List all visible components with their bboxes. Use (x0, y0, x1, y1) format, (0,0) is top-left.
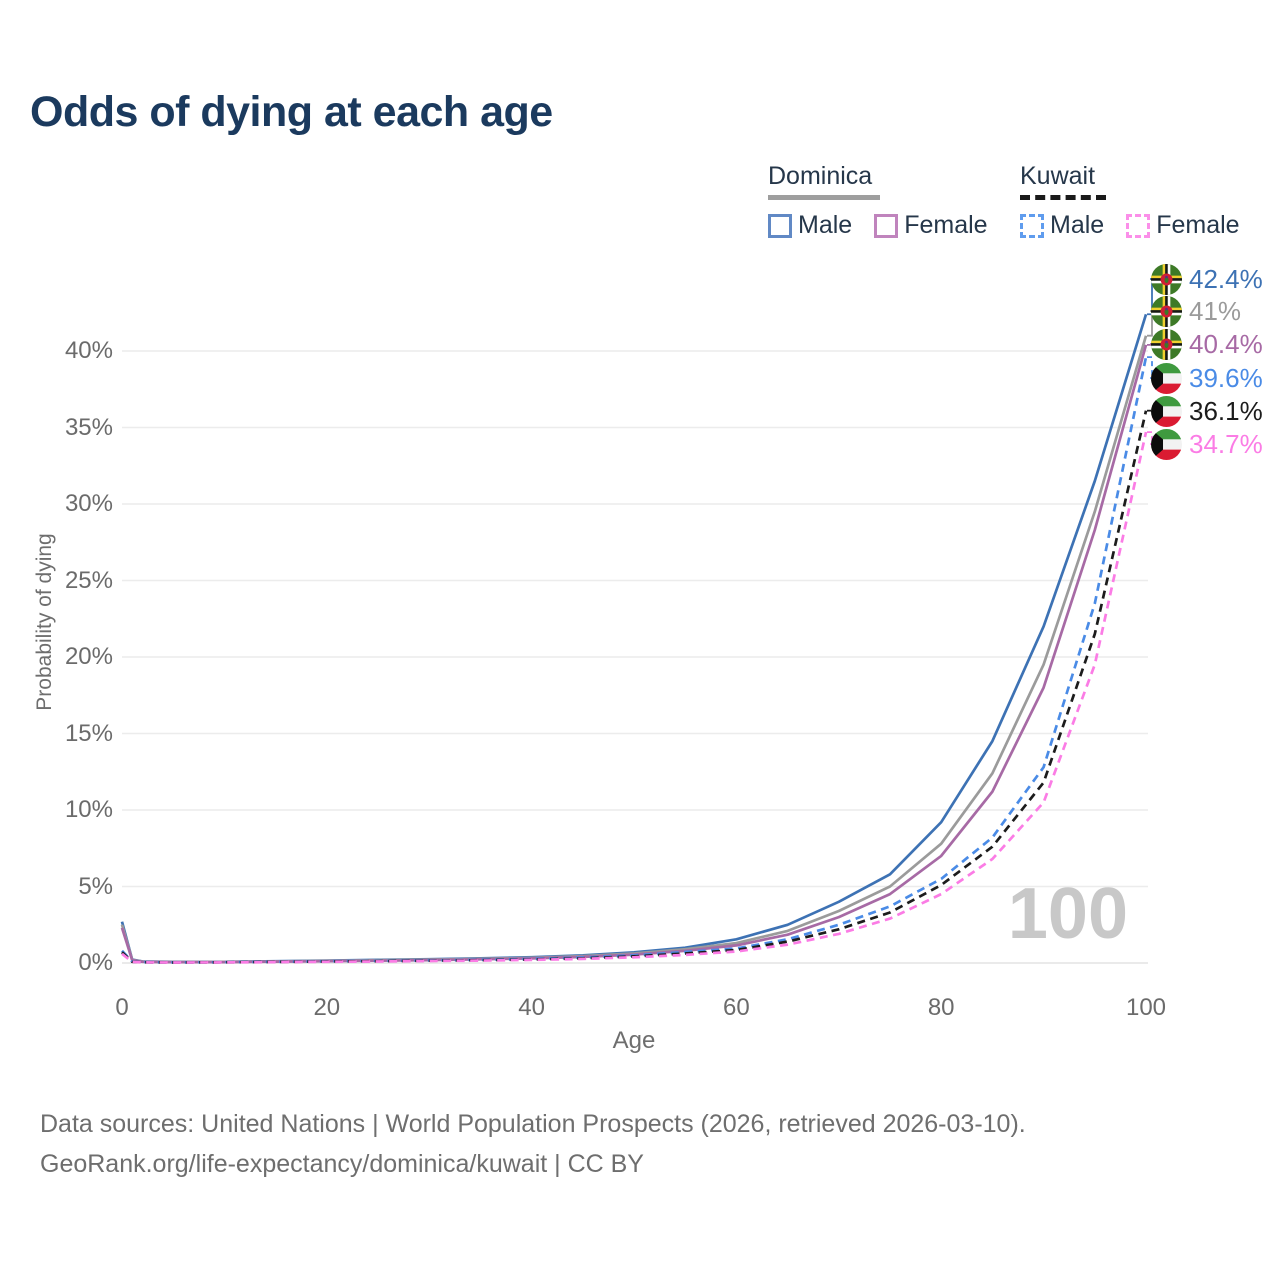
legend-item-kuwait-female[interactable]: Female (1156, 211, 1240, 239)
dominica-flag-icon (1151, 328, 1182, 360)
y-tick-40pct: 40% (64, 337, 113, 364)
x-tick-100: 100 (1125, 994, 1167, 1021)
y-tick-15pct: 15% (64, 719, 113, 747)
page-title: Odds of dying at each age (30, 88, 553, 136)
legend-country-label: Dominica (768, 162, 873, 190)
y-tick-30pct: 30% (64, 490, 113, 517)
leader-line-kuwait-female (1147, 431, 1153, 445)
dominica-flag-icon (1151, 263, 1182, 295)
legend-country-dominica[interactable]: Dominica (768, 162, 1010, 200)
x-tick-80: 80 (927, 994, 955, 1021)
leader-line-kuwait-male (1147, 356, 1153, 379)
end-label-kuwait-female: 34.7% (1151, 427, 1263, 461)
legend-swatch-kuwait-female[interactable] (1126, 213, 1151, 238)
end-label-value: 39.6% (1189, 362, 1263, 393)
end-label-kuwait-male: 39.6% (1151, 361, 1263, 395)
legend-item-dominica-male[interactable]: Male (798, 211, 853, 239)
series-line-dominica-both[interactable] (120, 335, 1148, 964)
legend-swatch-dominica-female[interactable] (874, 213, 899, 238)
dominica-flag-icon (1151, 295, 1182, 327)
end-label-dominica-both: 41% (1151, 294, 1241, 328)
dominica-line-style-sample (768, 195, 880, 200)
y-tick-35pct: 35% (64, 413, 113, 441)
data-sources-text: Data sources: United Nations | World Pop… (40, 1110, 1026, 1138)
x-tick-40: 40 (518, 994, 545, 1021)
legend-group-kuwait: Kuwait Male Female (1020, 162, 1262, 240)
kuwait-flag-icon (1151, 428, 1182, 460)
legend-swatch-dominica-male[interactable] (768, 213, 792, 238)
kuwait-line-style-sample (1020, 195, 1106, 200)
x-axis-title: Age (612, 1027, 656, 1054)
end-label-dominica-female: 40.4% (1151, 327, 1263, 361)
y-tick-0pct: 0% (78, 949, 113, 976)
legend-swatch-kuwait-male[interactable] (1020, 213, 1044, 238)
legend-country-label: Kuwait (1020, 162, 1096, 190)
end-label-value: 41% (1189, 295, 1242, 326)
end-label-value: 42.4% (1189, 263, 1263, 294)
y-tick-10pct: 10% (64, 796, 113, 823)
y-tick-20pct: 20% (64, 643, 113, 670)
kuwait-flag-icon (1151, 395, 1182, 427)
legend-item-kuwait-male[interactable]: Male (1050, 211, 1105, 239)
series-line-kuwait-female[interactable] (121, 431, 1148, 964)
footer: Data sources: United Nations | World Pop… (40, 1104, 1026, 1184)
y-axis-title: Probability of dying (33, 533, 56, 711)
series-line-kuwait-male[interactable] (121, 356, 1148, 964)
end-label-value: 34.7% (1189, 428, 1263, 459)
y-tick-25pct: 25% (64, 566, 113, 594)
end-label-kuwait-both: 36.1% (1151, 394, 1263, 428)
kuwait-flag-icon (1151, 362, 1182, 394)
watermark-age: 100 (1007, 874, 1128, 954)
legend-country-kuwait[interactable]: Kuwait (1020, 162, 1262, 200)
y-tick-5pct: 5% (78, 872, 113, 900)
end-label-dominica-male: 42.4% (1151, 262, 1263, 296)
series-line-kuwait-both[interactable] (121, 410, 1148, 964)
end-label-value: 40.4% (1189, 328, 1263, 359)
x-tick-20: 20 (313, 994, 341, 1021)
series-line-dominica-female[interactable] (120, 344, 1148, 964)
series-line-dominica-male[interactable] (120, 313, 1148, 964)
end-label-value: 36.1% (1189, 395, 1263, 426)
x-tick-0: 0 (115, 994, 129, 1021)
attribution-text: GeoRank.org/life-expectancy/dominica/kuw… (40, 1150, 644, 1178)
legend-group-dominica: Dominica Male Female (768, 162, 1010, 240)
x-tick-60: 60 (723, 994, 750, 1021)
legend-item-dominica-female[interactable]: Female (904, 211, 988, 239)
